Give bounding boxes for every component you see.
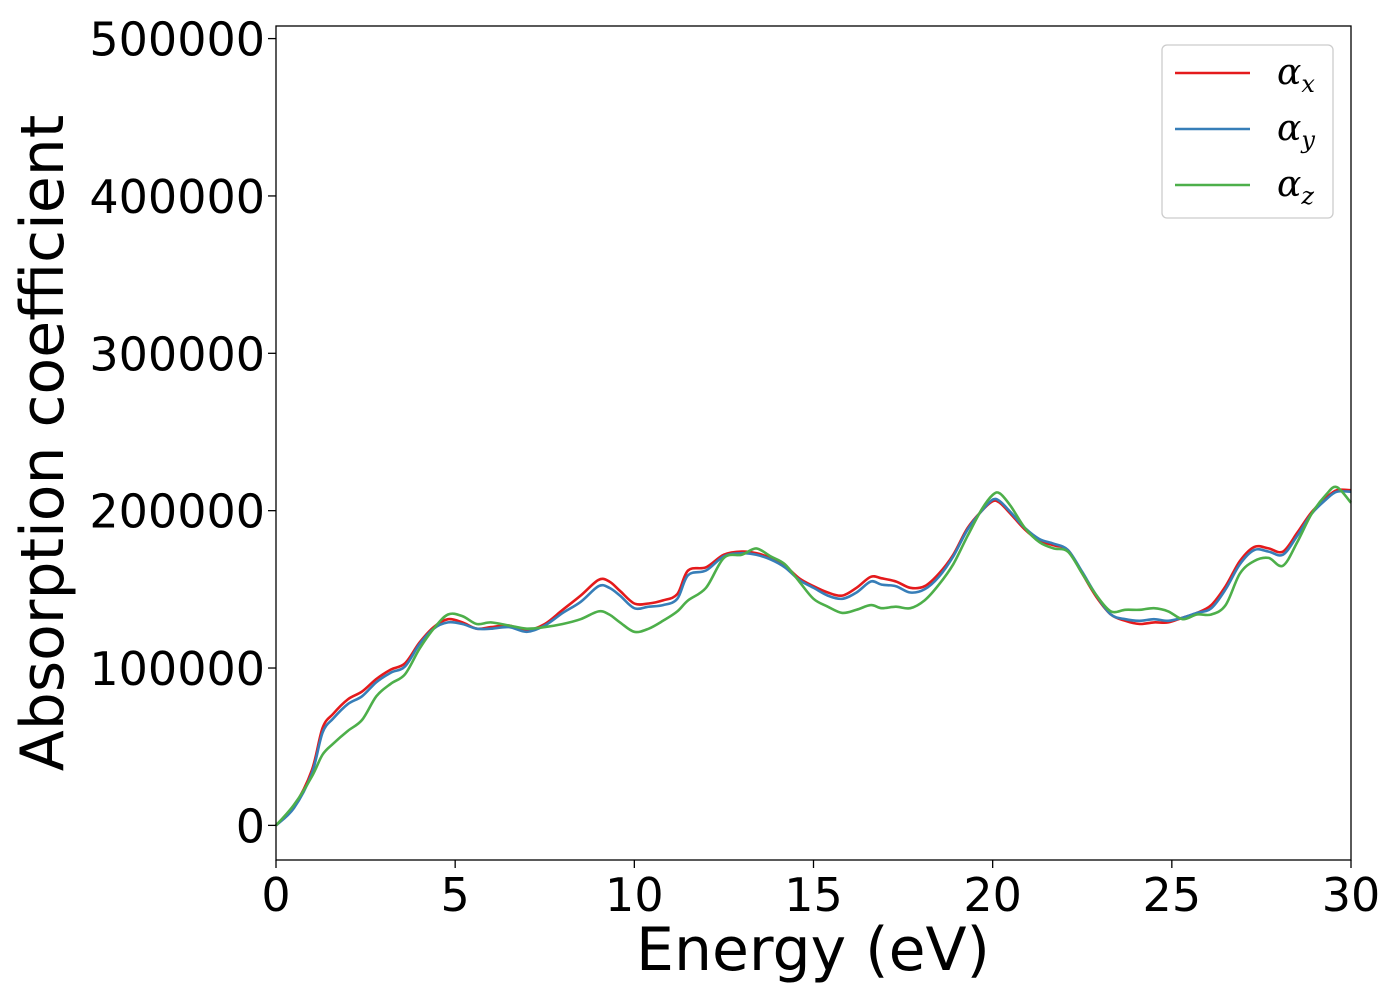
legend-label-x: αx xyxy=(1277,52,1315,98)
series-layer xyxy=(275,485,1352,827)
y-tick-label: 100000 xyxy=(89,642,265,696)
series-line-z xyxy=(275,485,1352,827)
legend-label-z: αz xyxy=(1277,164,1314,210)
y-axis-ticks: 0 100000 200000 300000 400000 500000 xyxy=(89,13,276,853)
y-tick-label: 500000 xyxy=(89,13,265,67)
x-tick-label: 30 xyxy=(1322,868,1381,922)
y-tick-label: 300000 xyxy=(89,327,265,381)
legend-label-y: αy xyxy=(1277,108,1315,154)
x-tick-label: 10 xyxy=(605,868,664,922)
x-tick-label: 0 xyxy=(261,868,290,922)
x-tick-label: 20 xyxy=(963,868,1022,922)
y-axis-label: Absorption coefficient xyxy=(8,115,78,772)
y-tick-label: 400000 xyxy=(89,170,265,224)
y-tick-label: 0 xyxy=(236,799,265,853)
y-tick-label: 200000 xyxy=(89,485,265,539)
legend-box xyxy=(1161,44,1334,219)
x-axis-ticks: 0 5 10 15 20 25 30 xyxy=(261,860,1380,922)
x-tick-label: 5 xyxy=(441,868,470,922)
x-axis-label: Energy (eV) xyxy=(636,915,990,985)
x-tick-label: 25 xyxy=(1143,868,1202,922)
series-line-y xyxy=(275,489,1352,827)
legend: αx αy αz xyxy=(1161,44,1334,219)
x-tick-label: 15 xyxy=(784,868,843,922)
